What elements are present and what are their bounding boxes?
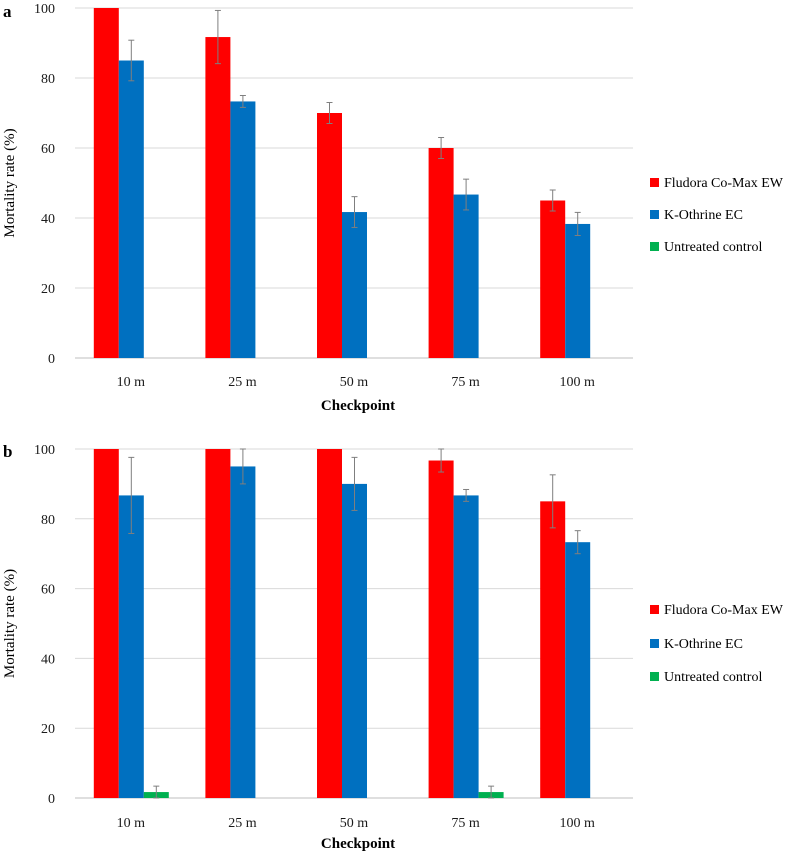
- bar-fludora-co-max-ew-50m: [317, 449, 342, 798]
- panel-label: a: [3, 2, 12, 21]
- bar-k-othrine-ec-50m: [342, 212, 367, 358]
- bar-k-othrine-ec-25m: [230, 466, 256, 798]
- x-tick-label: 50 m: [340, 816, 369, 831]
- legend-swatch: [650, 605, 659, 614]
- bar-fludora-co-max-ew-25m: [205, 37, 231, 359]
- bar-fludora-co-max-ew-10m: [93, 8, 119, 358]
- bar-k-othrine-ec-10m: [118, 60, 144, 358]
- y-tick-label: 20: [41, 282, 55, 297]
- legend-swatch: [650, 210, 659, 219]
- bar-fludora-co-max-ew-10m: [93, 449, 119, 798]
- x-axis-title: Checkpoint: [321, 836, 395, 852]
- y-tick-label: 0: [48, 352, 55, 367]
- y-axis-title: Mortality rate (%): [2, 569, 18, 678]
- y-tick-label: 80: [41, 513, 55, 528]
- bar-k-othrine-ec-75m: [453, 495, 479, 798]
- chart-panel-b: 0 20 40 60 80 100 10 m 25 m 50 m 75 m 100 m Checkpo…: [2, 442, 784, 852]
- y-tick-label: 80: [41, 72, 55, 87]
- x-tick-label: 25 m: [228, 375, 257, 390]
- bar-fludora-co-max-ew-100m: [540, 501, 566, 798]
- legend-label: K-Othrine EC: [664, 208, 743, 223]
- x-tick-label: 75 m: [451, 375, 480, 390]
- x-tick-label: 100 m: [560, 375, 596, 390]
- legend-label: Untreated control: [664, 240, 762, 255]
- y-tick-label: 100: [34, 2, 55, 17]
- x-tick-label: 10 m: [117, 816, 146, 831]
- bar-k-othrine-ec-75m: [453, 194, 479, 358]
- bar-fludora-co-max-ew-75m: [428, 148, 454, 358]
- legend-swatch: [650, 178, 659, 187]
- legend-label: K-Othrine EC: [664, 637, 743, 652]
- legend-swatch: [650, 672, 659, 681]
- x-tick-label: 50 m: [340, 375, 369, 390]
- bar-k-othrine-ec-25m: [230, 101, 256, 358]
- legend-label: Fludora Co-Max EW: [664, 176, 784, 191]
- y-tick-label: 20: [41, 722, 55, 737]
- y-tick-label: 0: [48, 792, 55, 807]
- y-axis-title: Mortality rate (%): [2, 128, 18, 237]
- y-tick-label: 100: [34, 443, 55, 458]
- legend-swatch: [650, 242, 659, 251]
- bar-fludora-co-max-ew-50m: [317, 113, 342, 358]
- panel-label: b: [3, 442, 12, 461]
- x-tick-label: 10 m: [117, 375, 146, 390]
- x-axis-title: Checkpoint: [321, 398, 395, 414]
- bar-k-othrine-ec-100m: [565, 542, 591, 798]
- y-tick-label: 40: [41, 652, 55, 667]
- chart-panel-a: 0 20 40 60 80 100 10 m 25 m 50 m 75 m 100 m Checkpo…: [2, 2, 784, 414]
- y-tick-label: 60: [41, 142, 55, 157]
- bar-k-othrine-ec-100m: [565, 223, 591, 358]
- legend: Fludora Co-Max EW K-Othrine EC Untreated c…: [650, 176, 784, 255]
- bar-fludora-co-max-ew-75m: [428, 460, 454, 798]
- y-tick-label: 40: [41, 212, 55, 227]
- legend-label: Untreated control: [664, 670, 762, 685]
- bar-fludora-co-max-ew-100m: [540, 200, 566, 358]
- bar-fludora-co-max-ew-25m: [205, 449, 231, 798]
- legend-swatch: [650, 639, 659, 648]
- x-tick-label: 100 m: [560, 816, 596, 831]
- bar-k-othrine-ec-50m: [342, 483, 367, 798]
- x-tick-label: 25 m: [228, 816, 257, 831]
- legend: Fludora Co-Max EW K-Othrine EC Untreated c…: [650, 603, 784, 685]
- legend-label: Fludora Co-Max EW: [664, 603, 784, 618]
- x-tick-label: 75 m: [451, 816, 480, 831]
- bar-k-othrine-ec-10m: [118, 495, 144, 798]
- y-tick-label: 60: [41, 583, 55, 598]
